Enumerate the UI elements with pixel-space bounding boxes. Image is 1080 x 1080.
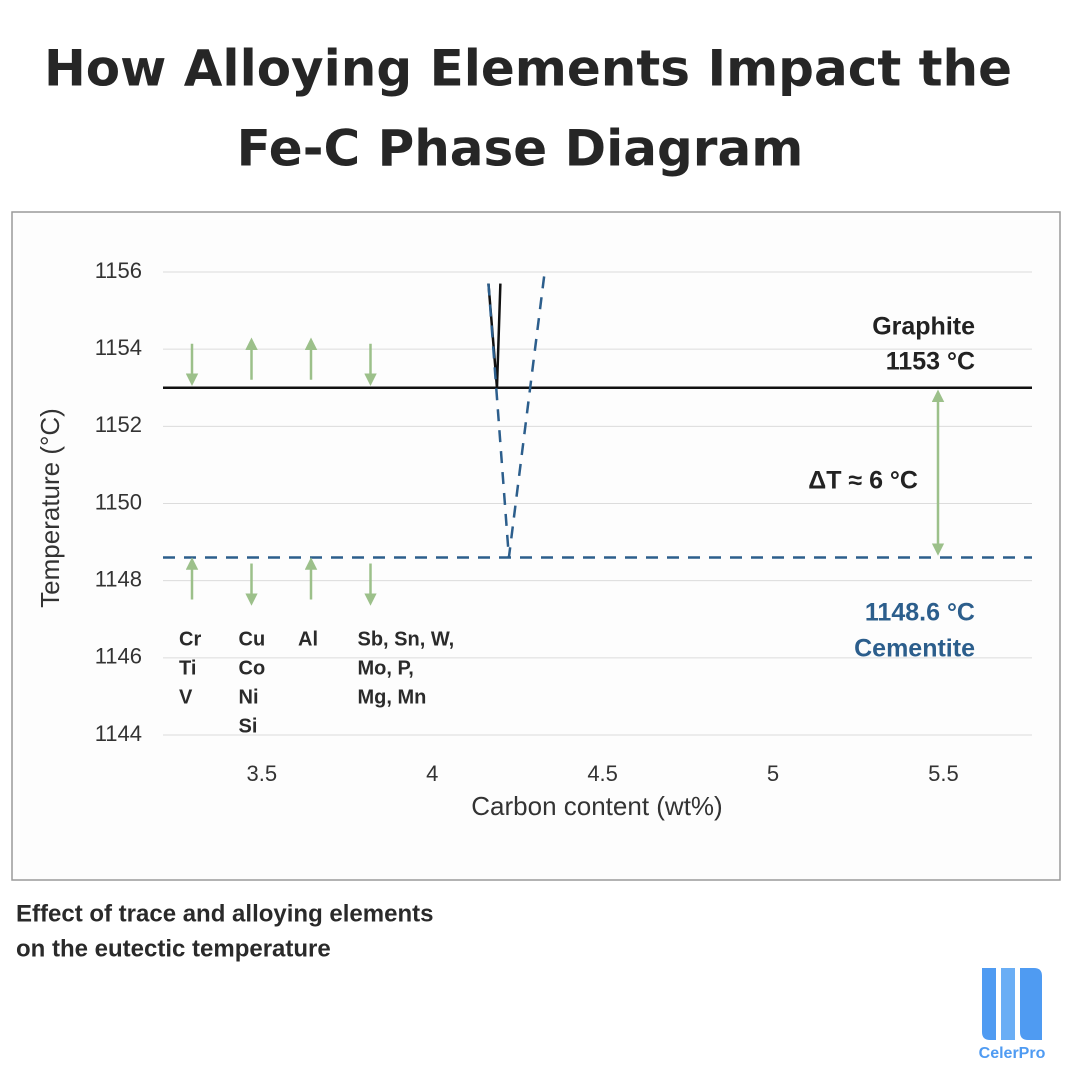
cementite-temp: 1148.6 °C (865, 599, 975, 627)
cementite-label: Cementite (854, 635, 975, 663)
graphite-label: Graphite (872, 313, 975, 341)
element-label: Ti (179, 657, 196, 679)
y-tick-label: 1144 (95, 721, 142, 746)
logo-text: CelerPro (979, 1045, 1046, 1062)
x-tick-label: 4 (426, 761, 438, 786)
logo: CelerPro (979, 968, 1046, 1062)
y-tick-label: 1156 (95, 258, 142, 283)
x-axis-label: Carbon content (wt%) (471, 791, 722, 821)
y-tick-label: 1146 (95, 644, 142, 669)
delta-label: ΔT ≈ 6 °C (808, 467, 918, 495)
plot: 1144 1146 1148 1150 1152 1154 1156 3.5 4 4.5 5 5.5 C… (35, 258, 1032, 821)
caption-line: on the eutectic temperature (16, 935, 331, 962)
graphite-temp: 1153 °C (886, 348, 975, 376)
element-label: Cr (179, 628, 201, 650)
element-label: Sb, Sn, W, (358, 628, 455, 650)
series-line (487, 271, 546, 558)
x-tick-label: 5 (767, 761, 779, 786)
caption-line: Effect of trace and alloying elements (16, 900, 433, 927)
element-label: Si (239, 715, 258, 737)
title-line: Fe-C Phase Diagram (237, 120, 804, 178)
chart-frame (11, 211, 1061, 881)
x-tick-label: 4.5 (587, 761, 618, 786)
element-label: Co (239, 657, 266, 679)
y-axis-label: Temperature (°C) (35, 408, 65, 608)
x-tick-label: 3.5 (247, 761, 278, 786)
y-tick-label: 1152 (95, 412, 142, 437)
title-line: How Alloying Elements Impact the (44, 40, 1012, 98)
y-tick-label: 1150 (95, 489, 142, 514)
element-label: Cu (239, 628, 266, 650)
element-label: V (179, 686, 193, 708)
element-label: Mo, P, (358, 657, 414, 679)
element-label: Mg, Mn (358, 686, 427, 708)
element-label: Ni (239, 686, 259, 708)
series-line (487, 283, 502, 388)
x-tick-label: 5.5 (928, 761, 959, 786)
y-tick-label: 1154 (95, 335, 142, 360)
y-tick-label: 1148 (95, 566, 142, 591)
element-label: Al (298, 628, 318, 650)
